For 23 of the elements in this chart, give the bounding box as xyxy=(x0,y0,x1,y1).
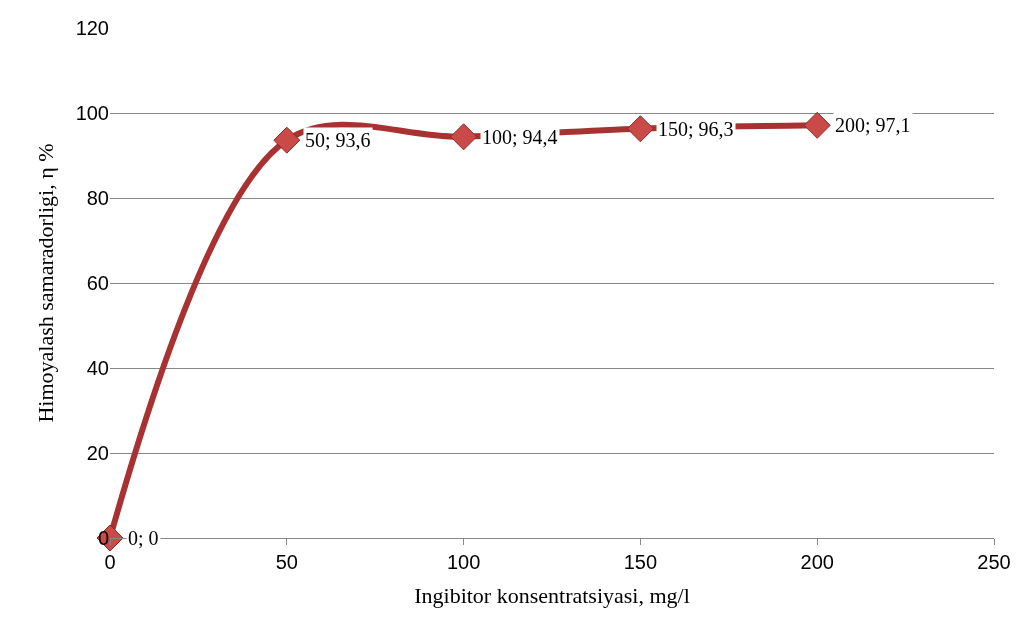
y-tick-label: 120 xyxy=(75,17,109,39)
x-tick-label: 200 xyxy=(800,551,834,573)
data-label: 100; 94,4 xyxy=(482,126,558,148)
y-tick-label: 40 xyxy=(86,357,109,379)
y-tick-label: 60 xyxy=(86,272,109,294)
y-tick-label: 80 xyxy=(86,187,109,209)
point xyxy=(273,126,301,154)
y-tick-label: 0 xyxy=(97,527,109,549)
y-tick-label: 100 xyxy=(75,102,109,124)
data-label: 50; 93,6 xyxy=(305,129,371,151)
data-label: 0; 0 xyxy=(128,527,159,549)
data-label: 200; 97,1 xyxy=(835,114,911,136)
x-tick-label: 150 xyxy=(623,551,658,573)
point xyxy=(626,115,654,143)
x-tick-label: 250 xyxy=(977,551,1011,573)
x-tick-label: 100 xyxy=(446,551,481,573)
y-axis-title: Himoyalash samaradorligi, η % xyxy=(33,143,59,423)
x-tick-label: 50 xyxy=(275,551,298,573)
point xyxy=(803,111,831,139)
y-tick-label: 20 xyxy=(86,442,109,464)
x-axis-title: Ingibitor konsentratsiyasi, mg/l xyxy=(414,582,690,608)
data-label: 150; 96,3 xyxy=(658,118,734,140)
point xyxy=(450,123,478,151)
